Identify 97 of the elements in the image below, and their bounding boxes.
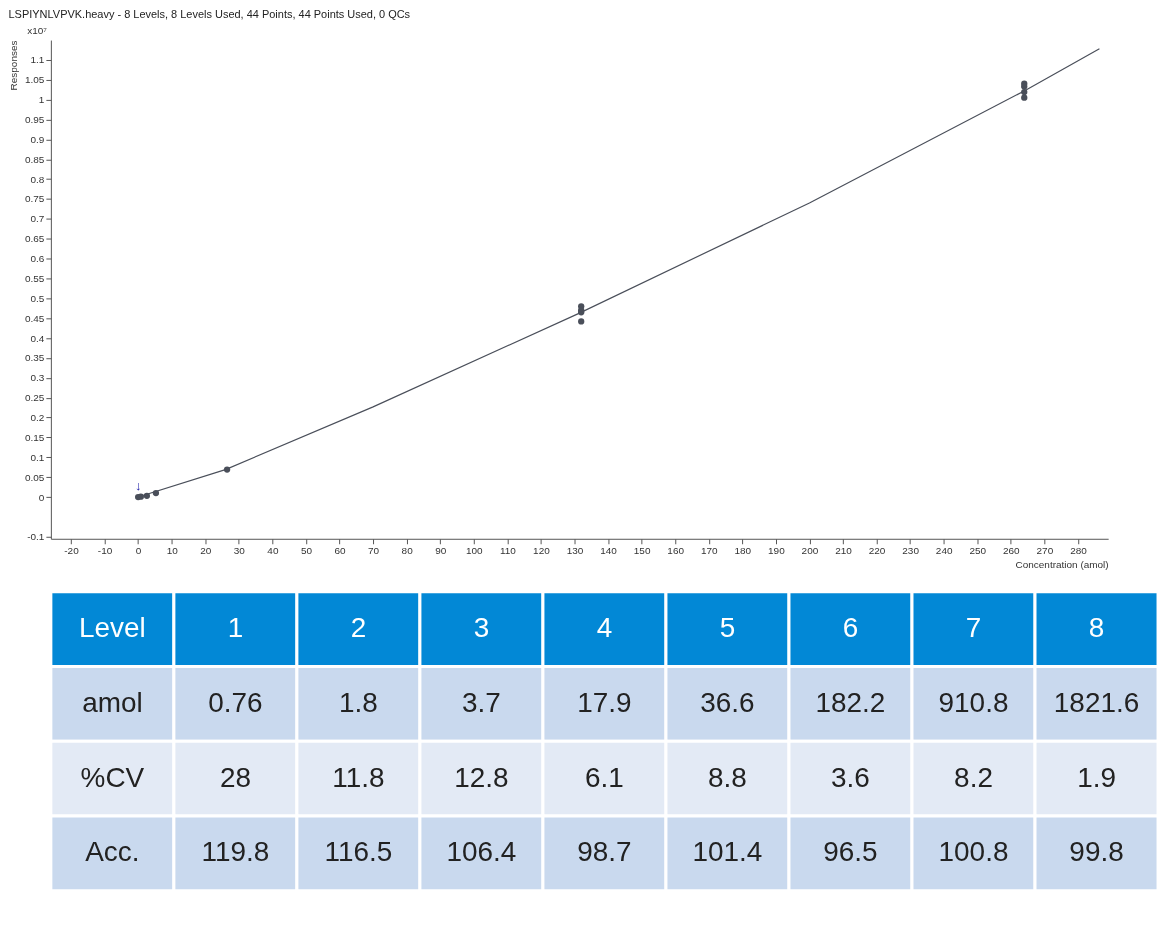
data-label: 910.8	[938, 686, 1009, 718]
x-tick-label: 270	[1036, 545, 1054, 557]
x-tick-label: 220	[868, 545, 886, 557]
data-label: 17.9	[577, 686, 632, 718]
y-tick-label: 0.8	[30, 173, 45, 185]
y-tick-label: 0	[38, 491, 45, 503]
y-tick-label: 0.45	[24, 312, 45, 324]
x-axis-title: Concentration (amol)	[1015, 559, 1109, 571]
data-label: 12.8	[454, 761, 509, 793]
point	[1021, 94, 1028, 101]
x-tick-label: 260	[1002, 545, 1021, 557]
x-tick-label: 60	[334, 545, 347, 557]
data-label: 99.8	[1069, 836, 1124, 868]
x-tick-label: 100	[465, 545, 484, 557]
data-label: 8.8	[708, 761, 747, 793]
chart-title: LSPIYNLVPVK.heavy - 8 Levels, 8 Levels Used, 44 Points, 44 Points Used, 0 QCs	[8, 8, 411, 21]
y-tick-label: 0.95	[24, 114, 45, 126]
x-tick-label: 30	[233, 545, 246, 557]
x-tick-label: 240	[935, 545, 953, 557]
y-tick-label: 1.05	[24, 74, 45, 86]
y-tick-label: 0.3	[30, 372, 45, 384]
annotation: ↓	[134, 478, 142, 494]
y-tick-label: 0.2	[30, 412, 45, 424]
data-label: 1.8	[339, 686, 378, 718]
y-tick-label: 0.65	[24, 233, 45, 245]
x-tick-label: 200	[801, 545, 819, 557]
data-label: 1821.6	[1053, 686, 1140, 718]
x-tick-label: -10	[97, 545, 113, 557]
data-label: 101.4	[692, 836, 763, 868]
y-tick-label: 0.1	[30, 451, 45, 463]
data-label: 98.7	[577, 836, 632, 868]
x-tick-label: 4	[596, 612, 613, 644]
y-tick-label: 0.15	[24, 431, 45, 443]
x-tick-label: 8	[1088, 612, 1105, 644]
x-tick-label: 6	[842, 612, 859, 644]
x-tick-label: 120	[533, 545, 551, 557]
data-label: 3.6	[831, 761, 870, 793]
data-label: 96.5	[823, 836, 878, 868]
y-tick-label: 0.25	[24, 392, 45, 404]
data-label: 11.8	[332, 761, 385, 793]
y-tick-label: 0.5	[30, 292, 45, 304]
y-tick-label: 0.4	[30, 332, 45, 344]
y-tick-label: 0.75	[24, 193, 45, 205]
x-tick-label: 10	[166, 545, 179, 557]
y-tick-label: 0.35	[24, 352, 45, 364]
data-label: 28	[219, 761, 251, 793]
y-tick-label: Acc.	[85, 836, 140, 868]
x-tick-label: 250	[969, 545, 987, 557]
data-label: 0.76	[208, 686, 263, 718]
y-tick-label: 0.6	[30, 253, 45, 265]
x-tick-label: 190	[768, 545, 786, 557]
y-tick-label: 0.85	[24, 153, 45, 165]
data-label: 6.1	[585, 761, 624, 793]
data-label: 8.2	[954, 761, 993, 793]
x-tick-label: 2	[350, 612, 367, 644]
x-tick-label: 1	[227, 612, 244, 644]
x-tick-label: 5	[719, 612, 736, 644]
x-tick-label: 140	[600, 545, 618, 557]
x-tick-label: 160	[667, 545, 685, 557]
y-tick-label: 1	[38, 94, 45, 106]
x-tick-label: 180	[734, 545, 752, 557]
data-label: 116.5	[324, 836, 393, 868]
data-label: 182.2	[815, 686, 886, 718]
data-label: 100.8	[938, 836, 1009, 868]
data-label: 1.9	[1077, 761, 1116, 793]
x-tick-label: 130	[566, 545, 584, 557]
x-axis-title: Level	[79, 612, 146, 644]
x-tick-label: 7	[965, 612, 982, 644]
data-label: 36.6	[700, 686, 755, 718]
x-tick-label: 80	[401, 545, 414, 557]
x-tick-label: 3	[473, 612, 490, 644]
x-tick-label: 210	[835, 545, 853, 557]
y-tick-label: 0.7	[30, 213, 45, 225]
x-tick-label: 90	[435, 545, 447, 557]
x-tick-label: 280	[1070, 545, 1088, 557]
x-tick-label: 170	[700, 545, 718, 557]
text: x10⁷	[27, 25, 48, 37]
x-tick-label: 40	[267, 545, 279, 557]
data-label: 119.8	[201, 836, 270, 868]
y-tick-label: 0.9	[30, 133, 45, 145]
x-tick-label: 20	[200, 545, 212, 557]
y-tick-label: 0.55	[24, 272, 45, 284]
y-tick-label: amol	[82, 686, 143, 718]
x-tick-label: 50	[300, 545, 313, 557]
x-tick-label: -20	[64, 545, 80, 557]
x-tick-label: 70	[368, 545, 380, 557]
data-label: 3.7	[462, 686, 501, 718]
y-tick-label: 1.1	[30, 54, 45, 66]
y-tick-label: 0.05	[24, 471, 45, 483]
y-axis-title: Responses	[7, 40, 19, 91]
point	[578, 318, 585, 325]
x-tick-label: 110	[499, 545, 517, 557]
data-label: 106.4	[446, 836, 517, 868]
y-tick-label: -0.1	[27, 531, 45, 543]
x-tick-label: 150	[633, 545, 651, 557]
y-tick-label: %CV	[80, 761, 145, 793]
x-tick-label: 230	[902, 545, 920, 557]
